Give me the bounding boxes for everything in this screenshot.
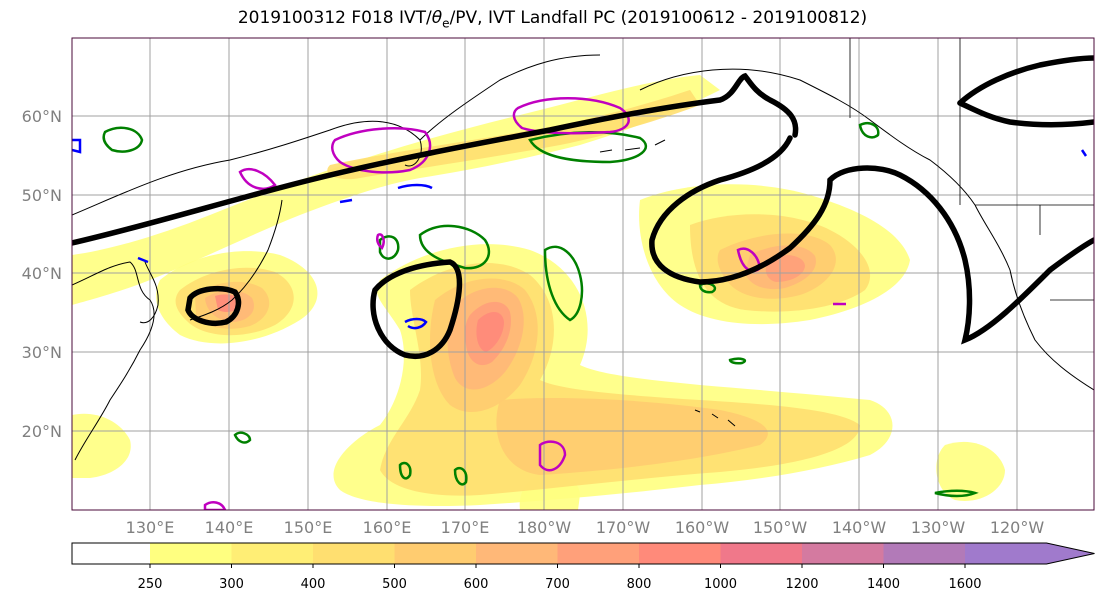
landfall-pc-contour [370,259,463,359]
lat-axis-labels: 20°N 30°N 40°N 50°N 60°N [22,107,62,441]
pv-contour [538,440,567,472]
map-frame [71,37,1095,511]
japan-coastline [189,199,283,321]
theta-e-contour [418,224,491,270]
colorbar-level-label: 1200 [785,577,818,592]
pv-contour [375,233,385,250]
colorbar-level-label: 600 [464,577,489,592]
landfall-pc-contour [185,285,242,326]
negative-contours [72,138,1088,330]
colorbar-segment [150,543,232,564]
theta-e-contour [102,126,144,153]
colorbar-segment [476,543,558,564]
theta-e-contour [543,245,584,322]
negative-contour [72,138,82,154]
negative-contour [404,317,428,330]
longitude-label: 150°E [284,518,333,537]
colorbar-level-label: 400 [301,577,326,592]
theta-e-contour [858,121,880,139]
colorbar-segment [965,543,1095,564]
colorbar-segment [231,543,314,564]
colorbar-level-label: 1400 [867,577,900,592]
aleutian-islands [599,139,666,153]
theta-e-contour [453,466,468,486]
graticule [72,38,1094,510]
coastlines [72,38,1094,461]
longitude-label: 120°W [990,518,1045,537]
colorbar: 250 300 400 500 600 700 800 1000 1200 1400 1600 [71,542,1095,592]
colorbar-level-label: 250 [138,577,163,592]
ivt-fill-shape [72,413,131,478]
colorbar-level-label: 800 [627,577,652,592]
kamchatka-coastline [419,54,601,141]
theta-e-contour [934,489,979,498]
longitude-label: 180°W [517,518,572,537]
colorbar-level-label: 700 [545,577,570,592]
hawaii-islands [694,409,736,427]
ivt-fill-shape [765,255,805,282]
colorbar-segment [557,543,640,564]
landfall-pc-contour [957,55,1094,106]
latitude-label: 60°N [22,107,62,126]
pv-contour [238,168,277,190]
longitude-label: 170°E [441,518,490,537]
longitude-label: 130°W [911,518,966,537]
alaska-coastline [639,68,976,206]
map-title: 2019100312 F018 IVT/θe/PV, IVT Landfall … [237,8,868,31]
colorbar-segment [883,543,966,564]
longitude-label: 130°E [126,518,175,537]
landfall-pc-contour [649,135,1094,345]
theta-e-contour [398,461,412,480]
colorbar-level-label: 1600 [948,577,981,592]
colorbar-segment [802,543,884,564]
lon-axis-labels: 130°E 140°E 150°E 160°E 170°E 180°W 170°W 160°W… [126,518,1045,537]
ivt-fill-shape [476,311,504,352]
longitude-label: 150°W [753,518,808,537]
siberia-coastline [72,120,422,216]
colorbar-segment [394,543,477,564]
korea-coastline [139,261,159,324]
theta-e-contour [378,235,400,260]
colorbar-level-label: 1000 [704,577,737,592]
landfall-pc-contour [957,100,1094,128]
longitude-label: 140°E [205,518,254,537]
negative-contour [339,198,353,204]
landfall-pc-contour [72,72,799,246]
negative-contour [1080,149,1088,157]
ivt-fill-shape [936,441,1005,501]
canada-us-border [975,204,1094,301]
colorbar-outline [71,542,1095,565]
theta-e-contour [233,431,252,444]
colorbar-segment [639,543,721,564]
latitude-label: 20°N [22,422,62,441]
pv-contour [512,97,630,135]
theta-e-contour [728,357,747,365]
asia-coastline [72,261,155,461]
colorbar-segment [72,543,150,564]
landfall-pc-contours [72,55,1094,359]
longitude-label: 140°W [832,518,887,537]
longitude-label: 160°W [675,518,730,537]
colorbar-level-label: 500 [382,577,407,592]
theta-e-contours [102,121,979,498]
negative-contour [137,256,149,264]
latitude-label: 40°N [22,264,62,283]
pv-contour [331,127,432,174]
colorbar-level-label: 300 [219,577,244,592]
latitude-label: 30°N [22,343,62,362]
colorbar-segment [720,543,803,564]
latitude-label: 50°N [22,186,62,205]
colorbar-segment [313,543,395,564]
north-america-coastline [974,204,1094,391]
map-layers [72,38,1094,510]
longitude-label: 170°W [596,518,651,537]
pv-contour [203,501,227,510]
canada-province-border [849,38,961,205]
longitude-label: 160°E [363,518,412,537]
negative-contour [397,183,433,190]
